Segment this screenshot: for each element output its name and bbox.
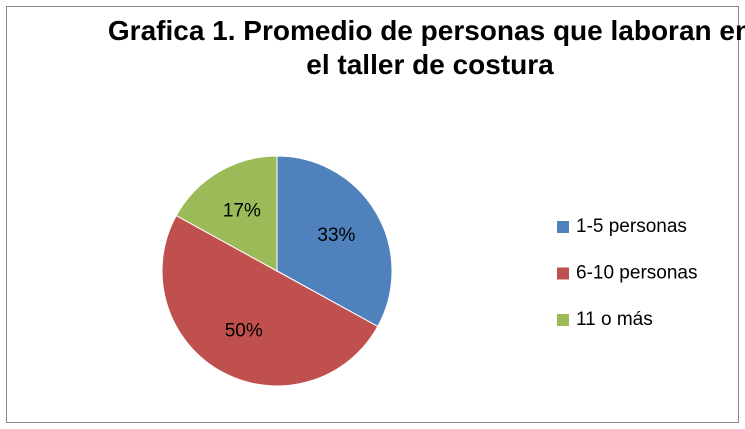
pie-slice bbox=[161, 214, 379, 387]
data-label: 33% bbox=[317, 225, 355, 246]
legend-swatch bbox=[557, 221, 569, 233]
chart-title: Grafica 1. Promedio de personas que labo… bbox=[107, 15, 745, 80]
data-label: 17% bbox=[223, 201, 261, 222]
legend-swatch bbox=[557, 314, 569, 326]
legend-label: 11 o más bbox=[576, 309, 653, 330]
pie-slice bbox=[175, 155, 278, 272]
legend-label: 1-5 personas bbox=[576, 216, 687, 237]
legend-label: 6-10 personas bbox=[576, 263, 697, 284]
pie-slice bbox=[276, 155, 393, 328]
legend-swatch bbox=[557, 267, 569, 280]
data-label: 50% bbox=[225, 320, 263, 341]
